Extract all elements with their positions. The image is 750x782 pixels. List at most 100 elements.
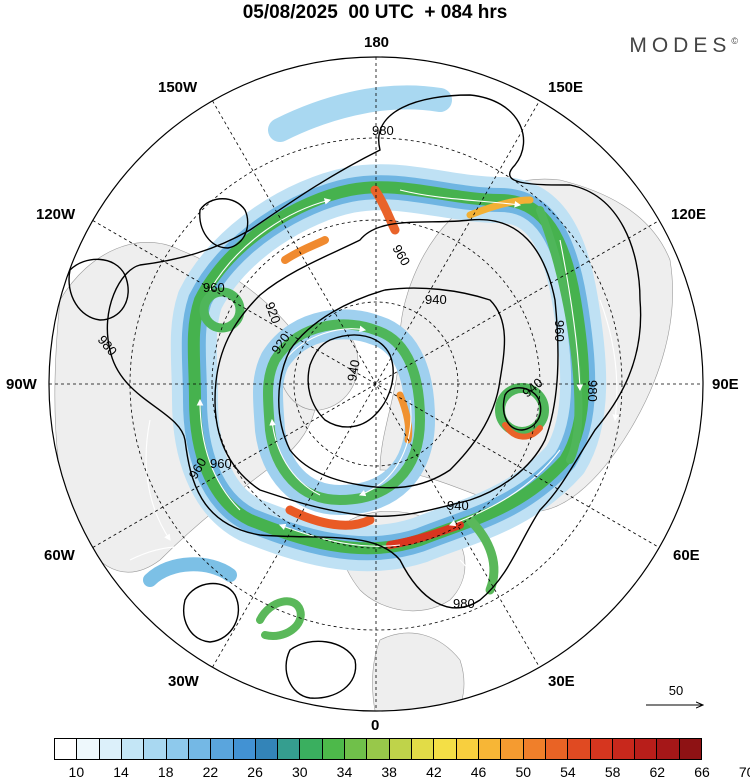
contour-label: 960 [210,456,232,471]
colorbar-tick-label: 14 [113,764,129,780]
contour-920 [307,334,394,428]
lon-label-150w: 150W [158,79,198,96]
lon-label-60e: 60E [673,547,700,564]
streamline [599,299,619,422]
colorbar-tick-label: 10 [68,764,85,780]
colorbar-swatch [389,739,412,759]
colorbar-swatch [166,739,189,759]
contour-label: 940 [425,292,447,307]
colorbar-swatch [501,739,524,759]
lon-label-90e: 90E [712,376,739,393]
lon-label-180: 180 [364,34,390,51]
colorbar-tick-label: 34 [336,764,353,780]
colorbar-tick-label: 50 [515,764,532,780]
colorbar-swatch [55,739,78,759]
colorbar-swatch [456,739,479,759]
contour-label: 980 [453,596,475,611]
contour-closed-southwest [183,582,240,643]
lon-label-150e: 150E [548,79,584,96]
contour-closed-south [285,640,357,699]
colorbar-tick-label: 30 [291,764,308,780]
colorbar-swatch [523,739,546,759]
colorbar-swatch [612,739,636,759]
jet-max-west [281,236,329,264]
copyright-mark: © [731,36,738,46]
contour-closed-west [199,198,249,249]
colorbar-swatch [121,739,145,759]
colorbar-swatch [657,739,680,759]
colorbar-tick-label: 26 [247,764,263,780]
streamline [358,399,412,497]
jet-max-southeast [386,521,464,549]
meridian-60 [92,220,660,548]
streamline [278,523,401,547]
wind-streamlines [129,135,619,621]
colorbar-swatch [367,739,390,759]
contour-label: 980 [372,123,394,138]
colorbar-swatch [412,739,435,759]
lon-label-60w: 60W [44,547,75,564]
colorbar-swatch [345,739,368,759]
colorbar-swatch [568,739,591,759]
streamline [145,419,171,541]
contour-label: 940 [344,359,363,383]
colorbar-tick-label: 42 [426,764,442,780]
streamline [129,546,231,561]
streamline [284,325,367,361]
contour-980-main [106,94,642,609]
colorbar-swatch [635,739,658,759]
contour-closed-pacific [68,258,129,321]
lon-label-120w: 120W [36,206,76,223]
colorbar-swatch [679,739,702,759]
colorbar-swatch [99,739,122,759]
colorbar-swatch [233,739,256,759]
colorbar-swatch [434,739,457,759]
colorbar-tick-label: 38 [381,764,397,780]
colorbar [54,738,702,760]
lon-label-120e: 120E [671,206,707,223]
colorbar-swatch [545,739,569,759]
lon-label-0: 0 [371,717,380,734]
latitude-circle [211,219,541,549]
lon-label-30e: 30E [548,673,575,690]
map-boundary [48,56,704,712]
colorbar-tick-label: 54 [560,764,576,780]
meridian-120 [92,220,660,548]
brand-name: MODES [629,34,732,57]
colorbar-swatch [278,739,301,759]
contour-940 [278,287,506,489]
colorbar-tick-label: 66 [694,764,710,780]
colorbar-swatch [300,739,323,759]
streamline [559,239,584,392]
colorbar-swatch [322,739,346,759]
contour-label: 960 [552,320,567,342]
lon-label-30w: 30W [168,673,199,690]
meridian-30 [212,100,540,668]
colorbar-tick-label: 62 [649,764,666,780]
jet-max-north [370,185,400,235]
lon-label-90w: 90W [6,376,37,393]
streamline [269,418,321,496]
contour-closed-east [502,387,542,431]
contour-label: 960 [203,280,225,295]
streamline [439,135,531,161]
jet-max-south [285,505,375,530]
streamline [209,198,332,291]
colorbar-tick-label: 70 [738,764,750,780]
reference-vector-label: 50 [668,683,684,698]
contour-label: 940 [447,498,469,513]
contour-960 [214,218,559,518]
colorbar-tick-label: 58 [604,764,621,780]
colorbar-tick-label: 18 [157,764,174,780]
streamline [459,559,486,621]
jet-east-branch [536,206,583,464]
colorbar-swatch [188,739,212,759]
streamline [448,449,561,527]
streamline [196,398,241,511]
colorbar-swatch [211,739,234,759]
colorbar-swatch [478,739,502,759]
brand-logo: MODES© [629,34,738,58]
chart-title: 05/08/2025 00 UTC + 084 hrs [242,2,508,23]
jet-europe [465,515,499,595]
